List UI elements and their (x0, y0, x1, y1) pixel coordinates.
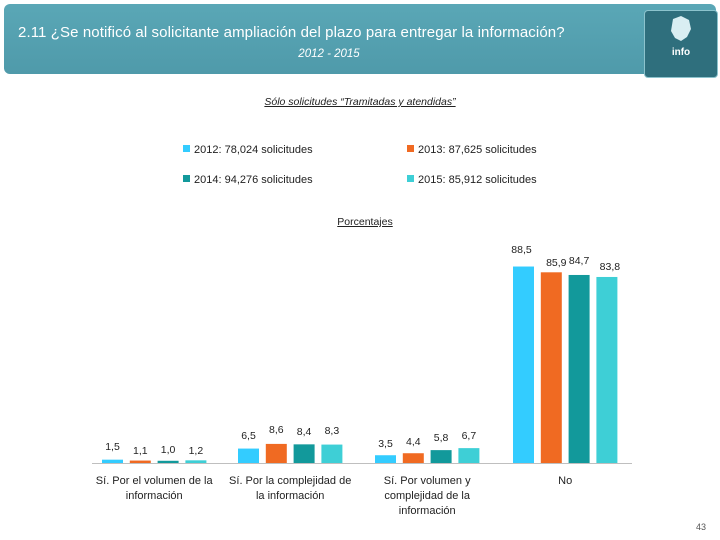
bar-3-series-1 (375, 455, 396, 463)
value-label-3-4: 6,7 (462, 430, 477, 442)
bar-4-series-4 (596, 276, 618, 463)
bar-1-series-3 (157, 460, 179, 463)
bar-2-series-3 (293, 444, 315, 463)
value-label-4-1: 88,5 (511, 244, 532, 256)
map-icon (671, 16, 691, 41)
category-label-1-line-1: Sí. Por el volumen de la (96, 475, 214, 487)
value-label-4-2: 85,9 (546, 257, 567, 269)
header-banner: 2.11 ¿Se notificó al solicitante ampliac… (4, 4, 718, 78)
category-label-2-line-2: la información (256, 490, 324, 502)
legend-label-2014: 2014: 94,276 solicitudes (194, 174, 313, 186)
bar-2-series-1 (238, 448, 259, 463)
value-label-3-2: 4,4 (406, 436, 421, 448)
year-range: 2012 - 2015 (298, 48, 360, 60)
chart-subtitle: Porcentajes (337, 216, 393, 228)
logo-text: info (671, 47, 691, 58)
legend-swatch-2013 (407, 145, 414, 152)
value-label-1-2: 1,1 (133, 445, 148, 457)
bar-2-series-4 (321, 444, 343, 463)
legend-swatch-2012 (183, 145, 190, 152)
bar-1-series-1 (102, 459, 123, 463)
legend-item-2015: 2015: 85,912 solicitudes (407, 174, 537, 186)
value-label-4-4: 83,8 (600, 261, 621, 273)
bar-3-series-4 (458, 448, 480, 463)
value-label-2-4: 8,3 (325, 425, 340, 437)
legend-label-2012: 2012: 78,024 solicitudes (194, 144, 313, 156)
bar-4-series-2 (540, 272, 562, 463)
infodf-logo: info (644, 10, 718, 78)
category-label-2-line-1: Sí. Por la complejidad de (229, 475, 351, 487)
legend-label-2015: 2015: 85,912 solicitudes (418, 174, 537, 186)
value-label-1-4: 1,2 (189, 445, 204, 457)
bar-4-series-1 (513, 266, 534, 463)
legend-swatch-2015 (407, 175, 414, 182)
value-label-2-2: 8,6 (269, 424, 284, 436)
legend-label-2013: 2013: 87,625 solicitudes (418, 144, 537, 156)
category-label-1-line-2: información (126, 490, 183, 502)
bar-1-series-2 (129, 460, 151, 463)
value-label-3-3: 5,8 (434, 432, 449, 444)
category-label-4-line-1: No (558, 475, 572, 487)
bar-3-series-3 (430, 450, 452, 463)
legend-swatch-2014 (183, 175, 190, 182)
chart-title: Sólo solicitudes “Tramitadas y atendidas… (264, 96, 456, 108)
bar-1-series-4 (185, 460, 207, 463)
value-label-3-1: 3,5 (378, 438, 393, 450)
bar-3-series-2 (402, 453, 424, 463)
legend-item-2014: 2014: 94,276 solicitudes (183, 174, 313, 186)
page-number: 43 (695, 522, 706, 532)
value-label-1-3: 1,0 (161, 444, 176, 456)
legend-item-2012: 2012: 78,024 solicitudes (183, 144, 313, 156)
legend-item-2013: 2013: 87,625 solicitudes (407, 144, 537, 156)
value-label-4-3: 84,7 (569, 255, 590, 267)
bar-4-series-3 (568, 274, 590, 463)
category-label-3-line-1: Sí. Por volumen y (384, 475, 471, 487)
value-label-1-1: 1,5 (105, 441, 120, 453)
category-label-3-line-3: información (399, 505, 456, 517)
bar-2-series-2 (265, 443, 287, 463)
value-label-2-3: 8,4 (297, 426, 312, 438)
page-title: 2.11 ¿Se notificó al solicitante ampliac… (18, 24, 565, 41)
value-label-2-1: 6,5 (241, 430, 256, 442)
category-label-3-line-2: complejidad de la (384, 490, 470, 502)
